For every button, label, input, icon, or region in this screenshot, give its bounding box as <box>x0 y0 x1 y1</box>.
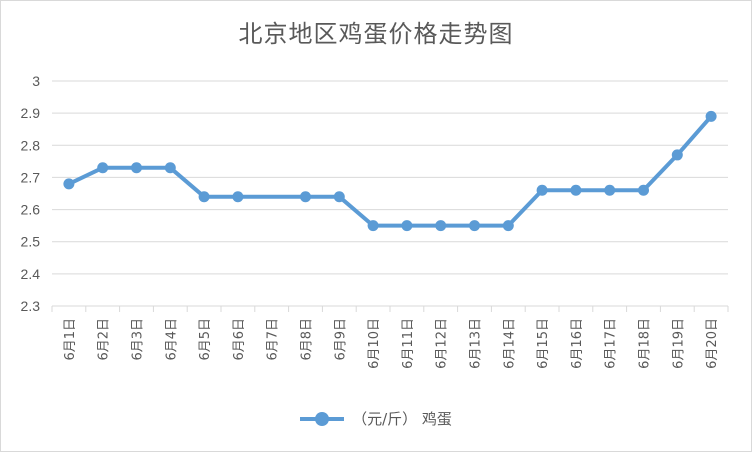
x-tick-label: 6月19日 <box>671 318 686 369</box>
x-tick-label: 6月11日 <box>401 318 416 369</box>
data-point <box>300 191 311 203</box>
y-tick-label: 2.4 <box>21 266 41 282</box>
data-point <box>232 191 244 203</box>
y-tick-label: 2.7 <box>21 169 41 185</box>
y-tick-label: 2.6 <box>21 202 41 218</box>
x-tick-label: 6月10日 <box>367 318 382 369</box>
x-tick-label: 6月18日 <box>638 318 653 369</box>
x-tick-label: 6月5日 <box>198 318 213 361</box>
data-point <box>469 220 480 232</box>
data-point <box>367 220 379 232</box>
x-tick-label: 6月16日 <box>570 318 585 369</box>
chart-legend: （元/斤） 鸡蛋 <box>0 408 752 429</box>
x-tick-label: 6月8日 <box>300 318 315 361</box>
data-point <box>164 162 176 174</box>
y-tick-label: 3 <box>32 73 40 89</box>
data-point <box>198 191 210 203</box>
x-tick-label: 6月3日 <box>131 318 146 361</box>
x-tick-label: 6月6日 <box>232 318 247 361</box>
data-point <box>333 191 345 203</box>
y-tick-label: 2.9 <box>21 105 41 121</box>
data-point <box>131 162 142 174</box>
x-tick-label: 6月12日 <box>435 318 450 369</box>
data-point <box>638 184 649 196</box>
data-point <box>63 178 75 190</box>
x-tick-label: 6月4日 <box>164 318 179 361</box>
data-point <box>97 162 109 174</box>
y-tick-label: 2.5 <box>21 234 41 250</box>
x-tick-label: 6月14日 <box>502 318 517 369</box>
chart-title: 北京地区鸡蛋价格走势图 <box>238 20 514 48</box>
legend-label: （元/斤） 鸡蛋 <box>352 410 452 428</box>
data-point <box>604 184 616 196</box>
data-point <box>536 184 548 196</box>
x-tick-label: 6月1日 <box>63 318 78 361</box>
x-tick-label: 6月15日 <box>536 318 551 369</box>
x-tick-label: 6月13日 <box>469 318 484 369</box>
x-tick-label: 6月9日 <box>333 318 348 361</box>
x-tick-label: 6月7日 <box>266 318 281 361</box>
x-tick-label: 6月17日 <box>604 318 619 369</box>
y-tick-label: 2.3 <box>21 298 41 314</box>
legend-marker <box>300 411 345 426</box>
data-point <box>570 184 582 196</box>
data-point <box>435 220 447 232</box>
data-point <box>401 220 413 232</box>
data-point <box>671 149 683 161</box>
legend-dot <box>315 411 330 426</box>
x-tick-label: 6月20日 <box>705 318 720 369</box>
data-point <box>502 220 514 232</box>
data-point <box>705 110 717 122</box>
y-tick-label: 2.8 <box>21 137 41 153</box>
x-tick-label: 6月2日 <box>97 318 112 361</box>
